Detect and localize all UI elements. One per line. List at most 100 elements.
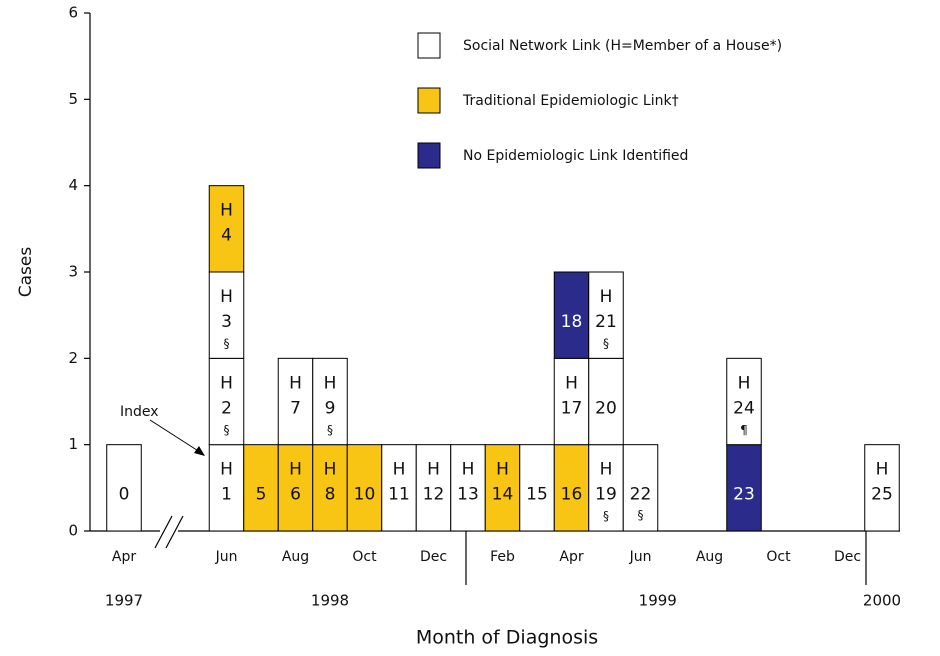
case-label: 0 xyxy=(119,485,130,505)
case-label: 14 xyxy=(492,485,514,505)
case-box xyxy=(106,444,142,532)
axis-break xyxy=(165,515,184,549)
case-label: 5 xyxy=(256,485,267,505)
case-box xyxy=(553,357,590,446)
x-tick-label: Jun xyxy=(629,549,652,565)
case-label: 6 xyxy=(290,485,301,505)
arrow-head xyxy=(194,446,205,456)
case-box xyxy=(415,444,452,532)
case-box xyxy=(519,444,555,532)
case-label: 16 xyxy=(561,485,583,505)
case-box xyxy=(864,444,900,532)
case-label: H xyxy=(876,460,889,480)
case-box xyxy=(622,444,659,532)
case-box xyxy=(277,444,314,532)
case-label: H xyxy=(427,460,440,480)
year-label: 1997 xyxy=(105,592,143,610)
case-box xyxy=(208,185,245,273)
case-box xyxy=(484,444,521,532)
case-label: H xyxy=(289,373,302,393)
x-axis-label: Month of Diagnosis xyxy=(416,627,598,649)
case-label: 7 xyxy=(290,398,301,418)
annotation-arrow xyxy=(149,419,204,455)
annotation: Index xyxy=(120,404,159,420)
case-label: 19 xyxy=(595,485,617,505)
case-label: H xyxy=(462,460,475,480)
case-label: H xyxy=(220,201,233,221)
case-label: 20 xyxy=(595,398,617,418)
y-axis-label: Cases xyxy=(16,247,36,298)
x-tick-label: Dec xyxy=(420,549,447,565)
case-label: H xyxy=(324,460,337,480)
y-tick-label: 3 xyxy=(68,263,78,281)
year-label: 1999 xyxy=(639,592,677,610)
legend-swatch xyxy=(417,87,441,114)
case-label: 4 xyxy=(221,226,232,246)
case-box xyxy=(588,357,624,446)
case-note: § xyxy=(224,337,230,351)
case-box xyxy=(726,357,762,446)
case-box xyxy=(553,444,590,532)
case-label: H xyxy=(600,460,613,480)
case-label: 18 xyxy=(561,312,583,332)
case-label: 17 xyxy=(561,398,583,418)
y-tick-label: 5 xyxy=(68,90,78,108)
case-label: 2 xyxy=(221,398,232,418)
case-label: H xyxy=(496,460,509,480)
x-tick-label: Feb xyxy=(490,549,515,565)
y-tick-label: 4 xyxy=(68,176,78,194)
case-note: § xyxy=(603,337,609,351)
x-tick-label: Apr xyxy=(559,549,583,565)
case-label: 8 xyxy=(325,485,336,505)
case-label: 13 xyxy=(457,485,479,505)
case-label: 23 xyxy=(733,485,755,505)
case-box xyxy=(588,271,624,359)
case-label: H xyxy=(324,373,337,393)
x-tick-label: Oct xyxy=(352,549,377,565)
y-tick-label: 2 xyxy=(68,349,78,367)
case-label: H xyxy=(289,460,302,480)
year-label: 2000 xyxy=(863,592,901,610)
legend-swatch xyxy=(417,32,441,59)
case-label: 21 xyxy=(595,312,617,332)
case-box xyxy=(243,444,279,532)
y-tick-label: 1 xyxy=(68,435,78,453)
x-tick-label: Dec xyxy=(834,549,861,565)
legend-label: Traditional Epidemiologic Link† xyxy=(462,93,679,109)
x-tick-label: Oct xyxy=(766,549,791,565)
case-box xyxy=(726,444,762,532)
y-tick-label: 0 xyxy=(68,522,78,540)
case-note: § xyxy=(224,423,230,437)
case-note: § xyxy=(327,423,333,437)
year-label: 1998 xyxy=(311,592,349,610)
case-box xyxy=(312,357,348,446)
case-label: 12 xyxy=(423,485,445,505)
case-label: H xyxy=(565,373,578,393)
x-tick-label: Aug xyxy=(282,549,309,565)
case-label: H xyxy=(220,287,233,307)
case-label: 22 xyxy=(630,485,652,505)
x-tick-label: Apr xyxy=(112,549,136,565)
y-tick-label: 6 xyxy=(68,4,78,22)
case-note: § xyxy=(638,508,644,522)
case-label: H xyxy=(738,373,751,393)
legend-label: Social Network Link (H=Member of a House… xyxy=(463,38,782,54)
axis-break xyxy=(154,515,173,549)
case-label: 24 xyxy=(733,398,755,418)
x-tick-label: Aug xyxy=(696,549,723,565)
legend-swatch xyxy=(417,142,441,169)
case-label: H xyxy=(220,460,233,480)
case-label: H xyxy=(600,287,613,307)
case-label: H xyxy=(220,373,233,393)
x-tick-label: Jun xyxy=(215,549,238,565)
case-box xyxy=(450,444,486,532)
case-label: 25 xyxy=(871,485,893,505)
case-box xyxy=(346,444,383,532)
case-label: 1 xyxy=(221,485,232,505)
legend-label: No Epidemiologic Link Identified xyxy=(463,148,688,164)
case-note: § xyxy=(603,509,609,523)
case-label: 9 xyxy=(325,398,336,418)
case-label: H xyxy=(393,460,406,480)
case-label: 11 xyxy=(388,485,410,505)
